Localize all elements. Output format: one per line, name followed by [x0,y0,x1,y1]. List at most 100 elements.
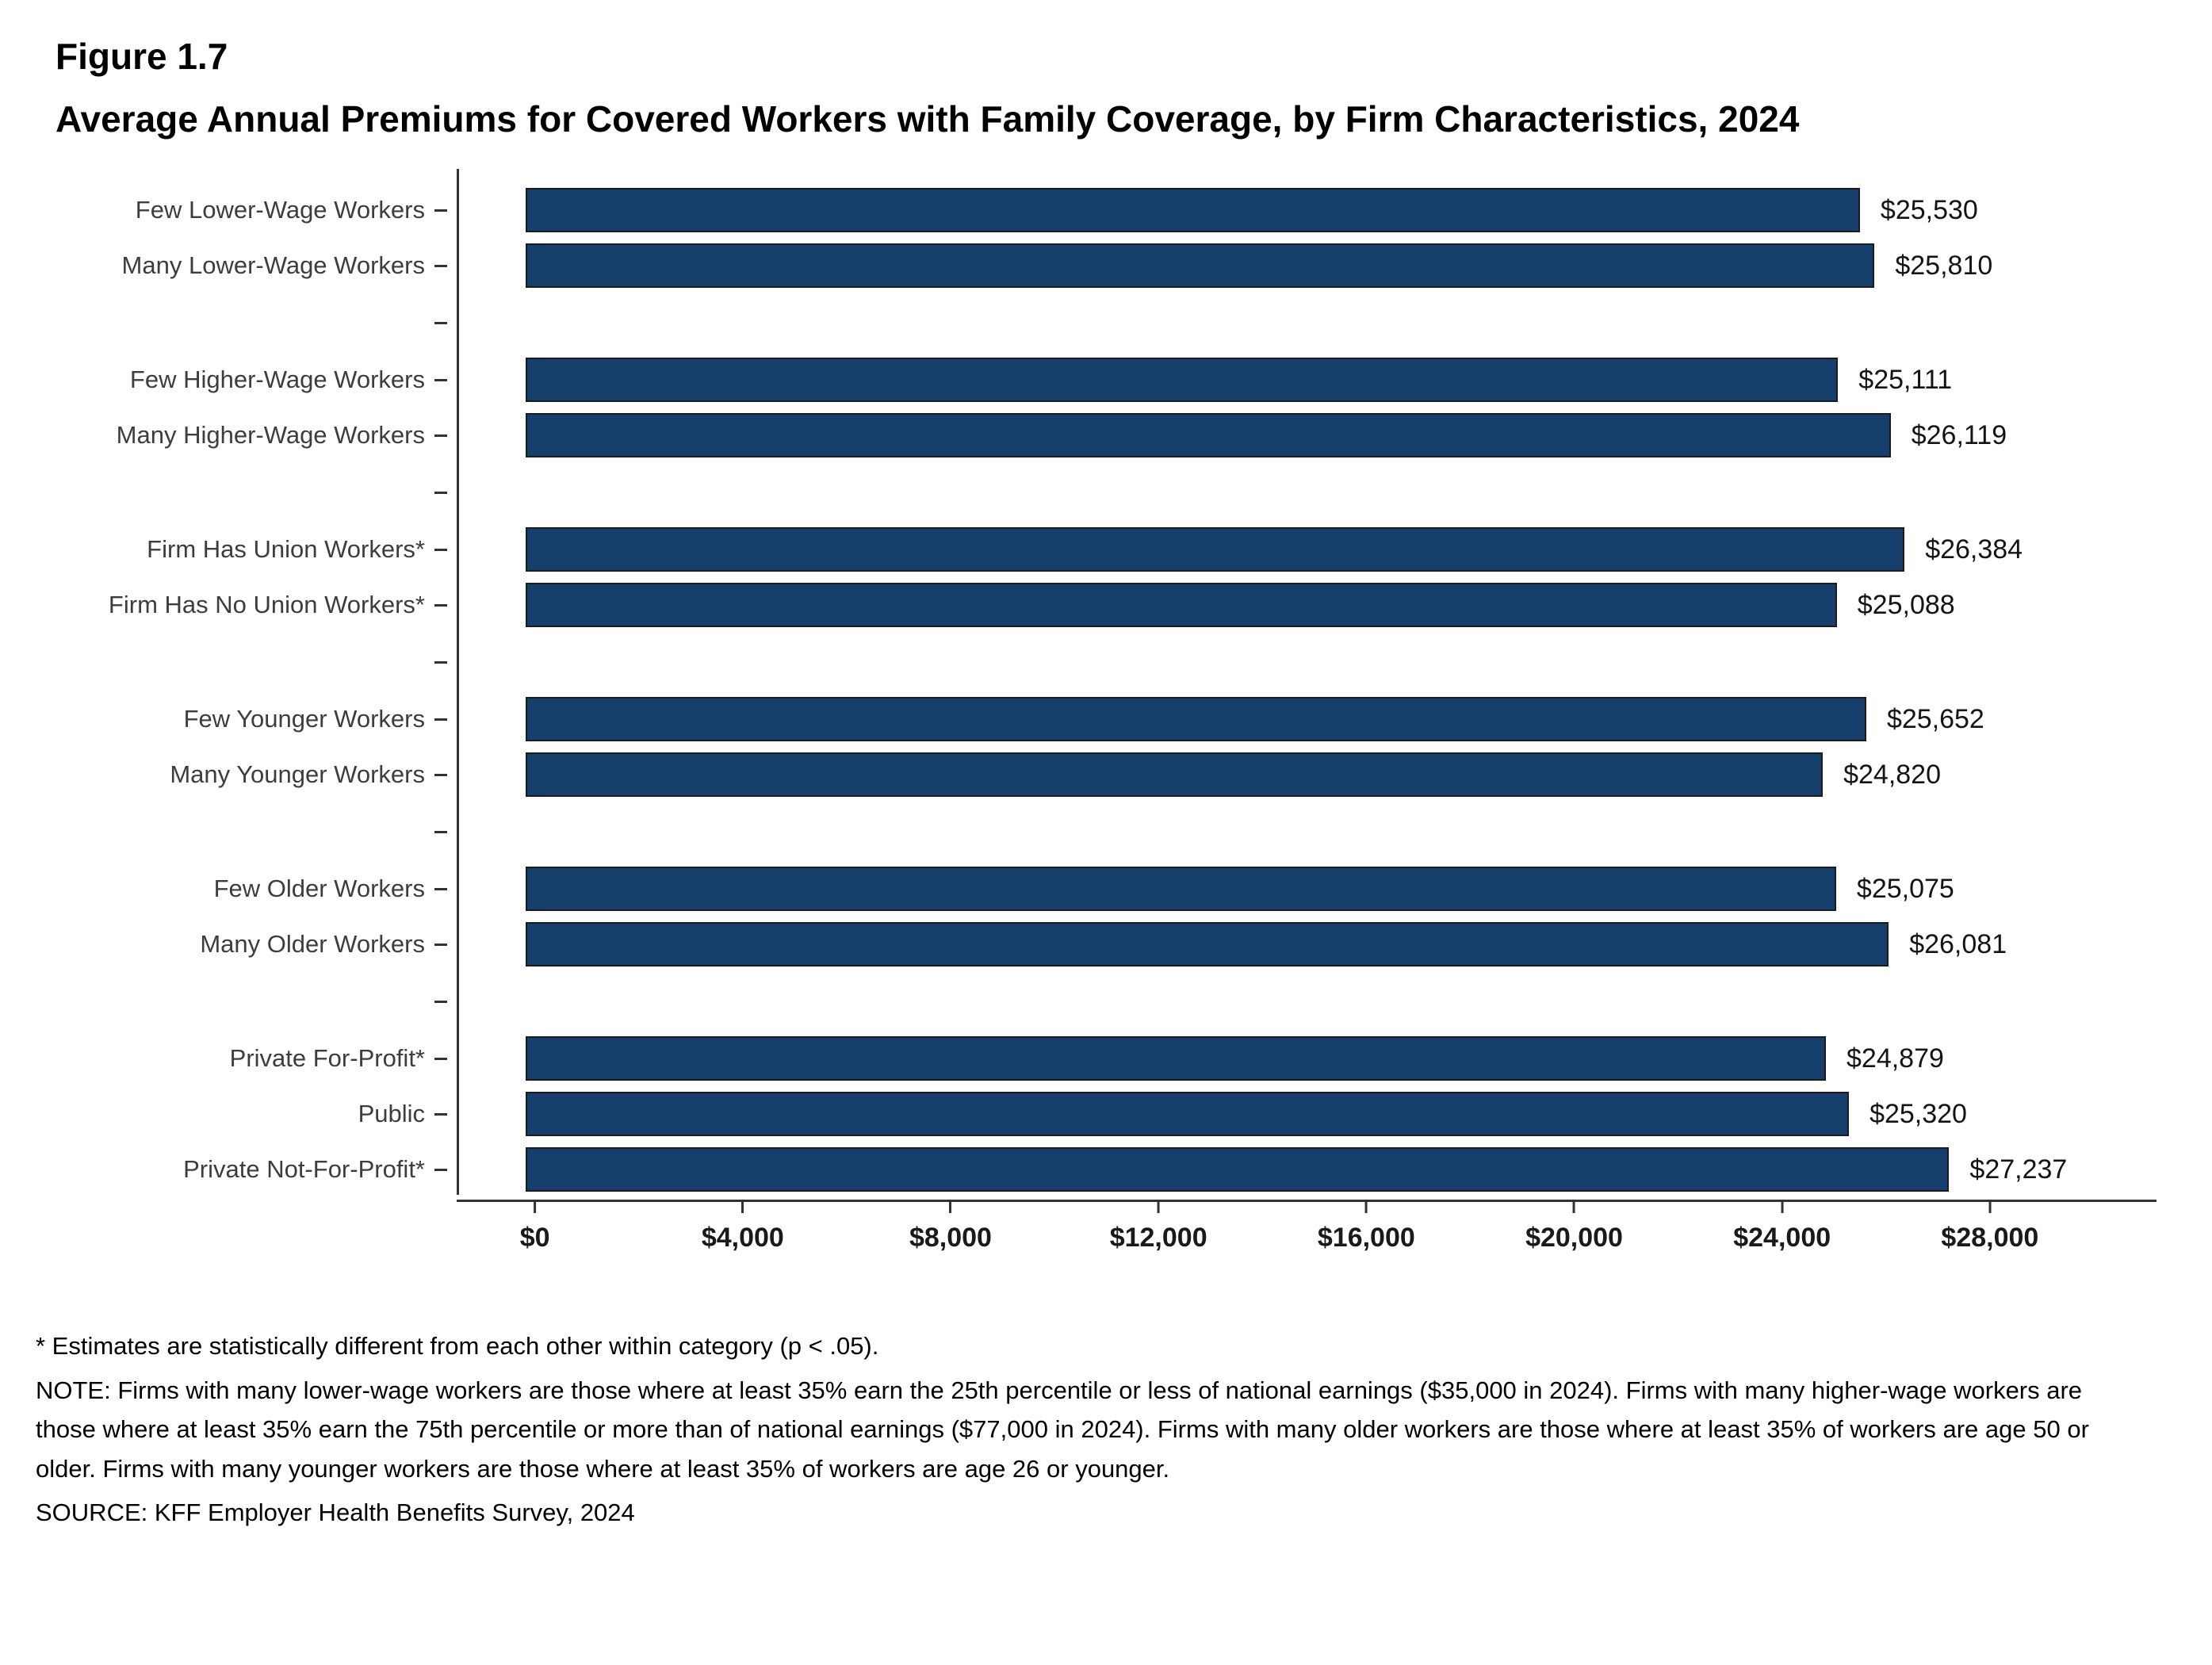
bar-row: Few Lower-Wage Workers $25,530 [32,185,2157,235]
empty-zone [447,805,2157,859]
bar-zone: $24,879 [447,1033,2157,1084]
group-gap-row [32,635,2157,689]
bar-row: Many Younger Workers $24,820 [32,749,2157,800]
category-tick-mark [434,1168,447,1171]
category-tick-mark [434,887,447,890]
category-label: Few Older Workers [213,875,425,902]
note-text: NOTE: Firms with many lower-wage workers… [36,1376,2089,1483]
x-axis-tick-mark [1988,1202,1992,1213]
bar-zone: $25,810 [447,240,2157,291]
x-axis-tick: $8,000 [909,1202,992,1254]
value-label: $24,820 [1843,759,1941,790]
x-axis-tick-label: $0 [519,1223,550,1253]
category-tick-mark [434,1057,447,1060]
bar-zone: $25,320 [447,1089,2157,1139]
x-axis-tick-label: $16,000 [1317,1223,1415,1253]
category-tick-mark [434,1000,447,1003]
bar-zone: $25,530 [447,185,2157,235]
x-axis-tick: $28,000 [1941,1202,2038,1254]
x-axis-tick-label: $8,000 [909,1223,992,1253]
bar [526,752,1824,797]
category-label: Few Higher-Wage Workers [129,366,425,393]
bar [526,527,1905,572]
category-tick-mark [434,603,447,607]
bar-chart: Few Lower-Wage Workers $25,530 Many Lower-… [32,169,2157,1271]
bar-row: Many Higher-Wage Workers $26,119 [32,410,2157,461]
x-axis-tick-mark [1157,1202,1160,1213]
value-label: $25,111 [1858,364,1953,395]
bar [526,583,1837,627]
category-label: Few Lower-Wage Workers [135,196,425,224]
category-label: Many Older Workers [200,930,425,958]
value-label: $25,088 [1857,589,1955,620]
category-tick-mark [434,321,447,324]
bar [526,1092,1850,1136]
bar [526,243,1875,288]
category-tick-mark [434,943,447,946]
group-gap-row [32,465,2157,519]
bar-zone: $26,384 [447,524,2157,575]
x-axis-tick-label: $4,000 [701,1223,784,1253]
category-label: Public [358,1100,425,1127]
x-axis-tick-label: $20,000 [1525,1223,1623,1253]
bar-row: Public $25,320 [32,1089,2157,1139]
empty-zone [447,296,2157,350]
asterisk-note: * Estimates are statistically different … [36,1332,879,1360]
bar-zone: $25,088 [447,580,2157,630]
category-tick-mark [434,830,447,833]
category-tick-mark [434,1112,447,1116]
value-label: $26,384 [1925,534,2023,565]
category-label: Private Not-For-Profit* [183,1155,425,1183]
x-axis-tick-mark [1364,1202,1368,1213]
empty-zone [447,974,2157,1028]
category-tick-mark [434,209,447,212]
bar-row: Many Older Workers $26,081 [32,919,2157,970]
source-text: SOURCE: KFF Employer Health Benefits Sur… [36,1498,635,1527]
bar-zone: $24,820 [447,749,2157,800]
value-label: $25,652 [1886,703,1984,734]
x-axis-tick-mark [949,1202,952,1213]
y-axis-line [457,169,459,1195]
category-label: Many Higher-Wage Workers [116,421,425,449]
x-axis-tick: $24,000 [1733,1202,1831,1254]
x-axis-tick-mark [1573,1202,1576,1213]
group-gap-row [32,296,2157,350]
bar-zone: $25,111 [447,354,2157,405]
x-axis-tick-label: $28,000 [1941,1223,2039,1253]
category-label: Private For-Profit* [229,1044,425,1072]
group-gap-row [32,805,2157,859]
bar [526,867,1836,911]
x-axis-tick-label: $12,000 [1109,1223,1207,1253]
bar-row: Firm Has No Union Workers* $25,088 [32,580,2157,630]
category-tick-mark [434,773,447,776]
category-tick-mark [434,434,447,437]
category-tick-mark [434,378,447,381]
empty-zone [447,635,2157,689]
bar-row: Private Not-For-Profit* $27,237 [32,1144,2157,1195]
bar-row: Firm Has Union Workers* $26,384 [32,524,2157,575]
category-label: Firm Has No Union Workers* [108,591,425,618]
bar [526,1147,1950,1192]
x-axis-tick-label: $24,000 [1733,1223,1831,1253]
category-label: Many Lower-Wage Workers [121,251,425,279]
plot-area: Few Lower-Wage Workers $25,530 Many Lower-… [32,169,2157,1195]
chart-header: Figure 1.7 Average Annual Premiums for C… [0,0,2212,147]
figure-label: Figure 1.7 [55,36,228,77]
value-label: $25,075 [1856,873,1954,904]
x-axis-tick-mark [1781,1202,1784,1213]
footnotes: * Estimates are statistically different … [36,1326,2149,1533]
value-label: $26,081 [1909,928,2007,959]
bar-zone: $27,237 [447,1144,2157,1195]
x-axis-tick: $12,000 [1110,1202,1207,1254]
category-tick-mark [434,660,447,664]
category-label: Firm Has Union Workers* [147,535,425,563]
bar [526,413,1891,457]
bar-row: Many Lower-Wage Workers $25,810 [32,240,2157,291]
bar-row: Few Younger Workers $25,652 [32,694,2157,744]
category-tick-mark [434,491,447,494]
bar-row: Few Higher-Wage Workers $25,111 [32,354,2157,405]
value-label: $26,119 [1911,419,2007,450]
bar [526,358,1839,402]
category-tick-mark [434,264,447,267]
bar [526,922,1889,966]
